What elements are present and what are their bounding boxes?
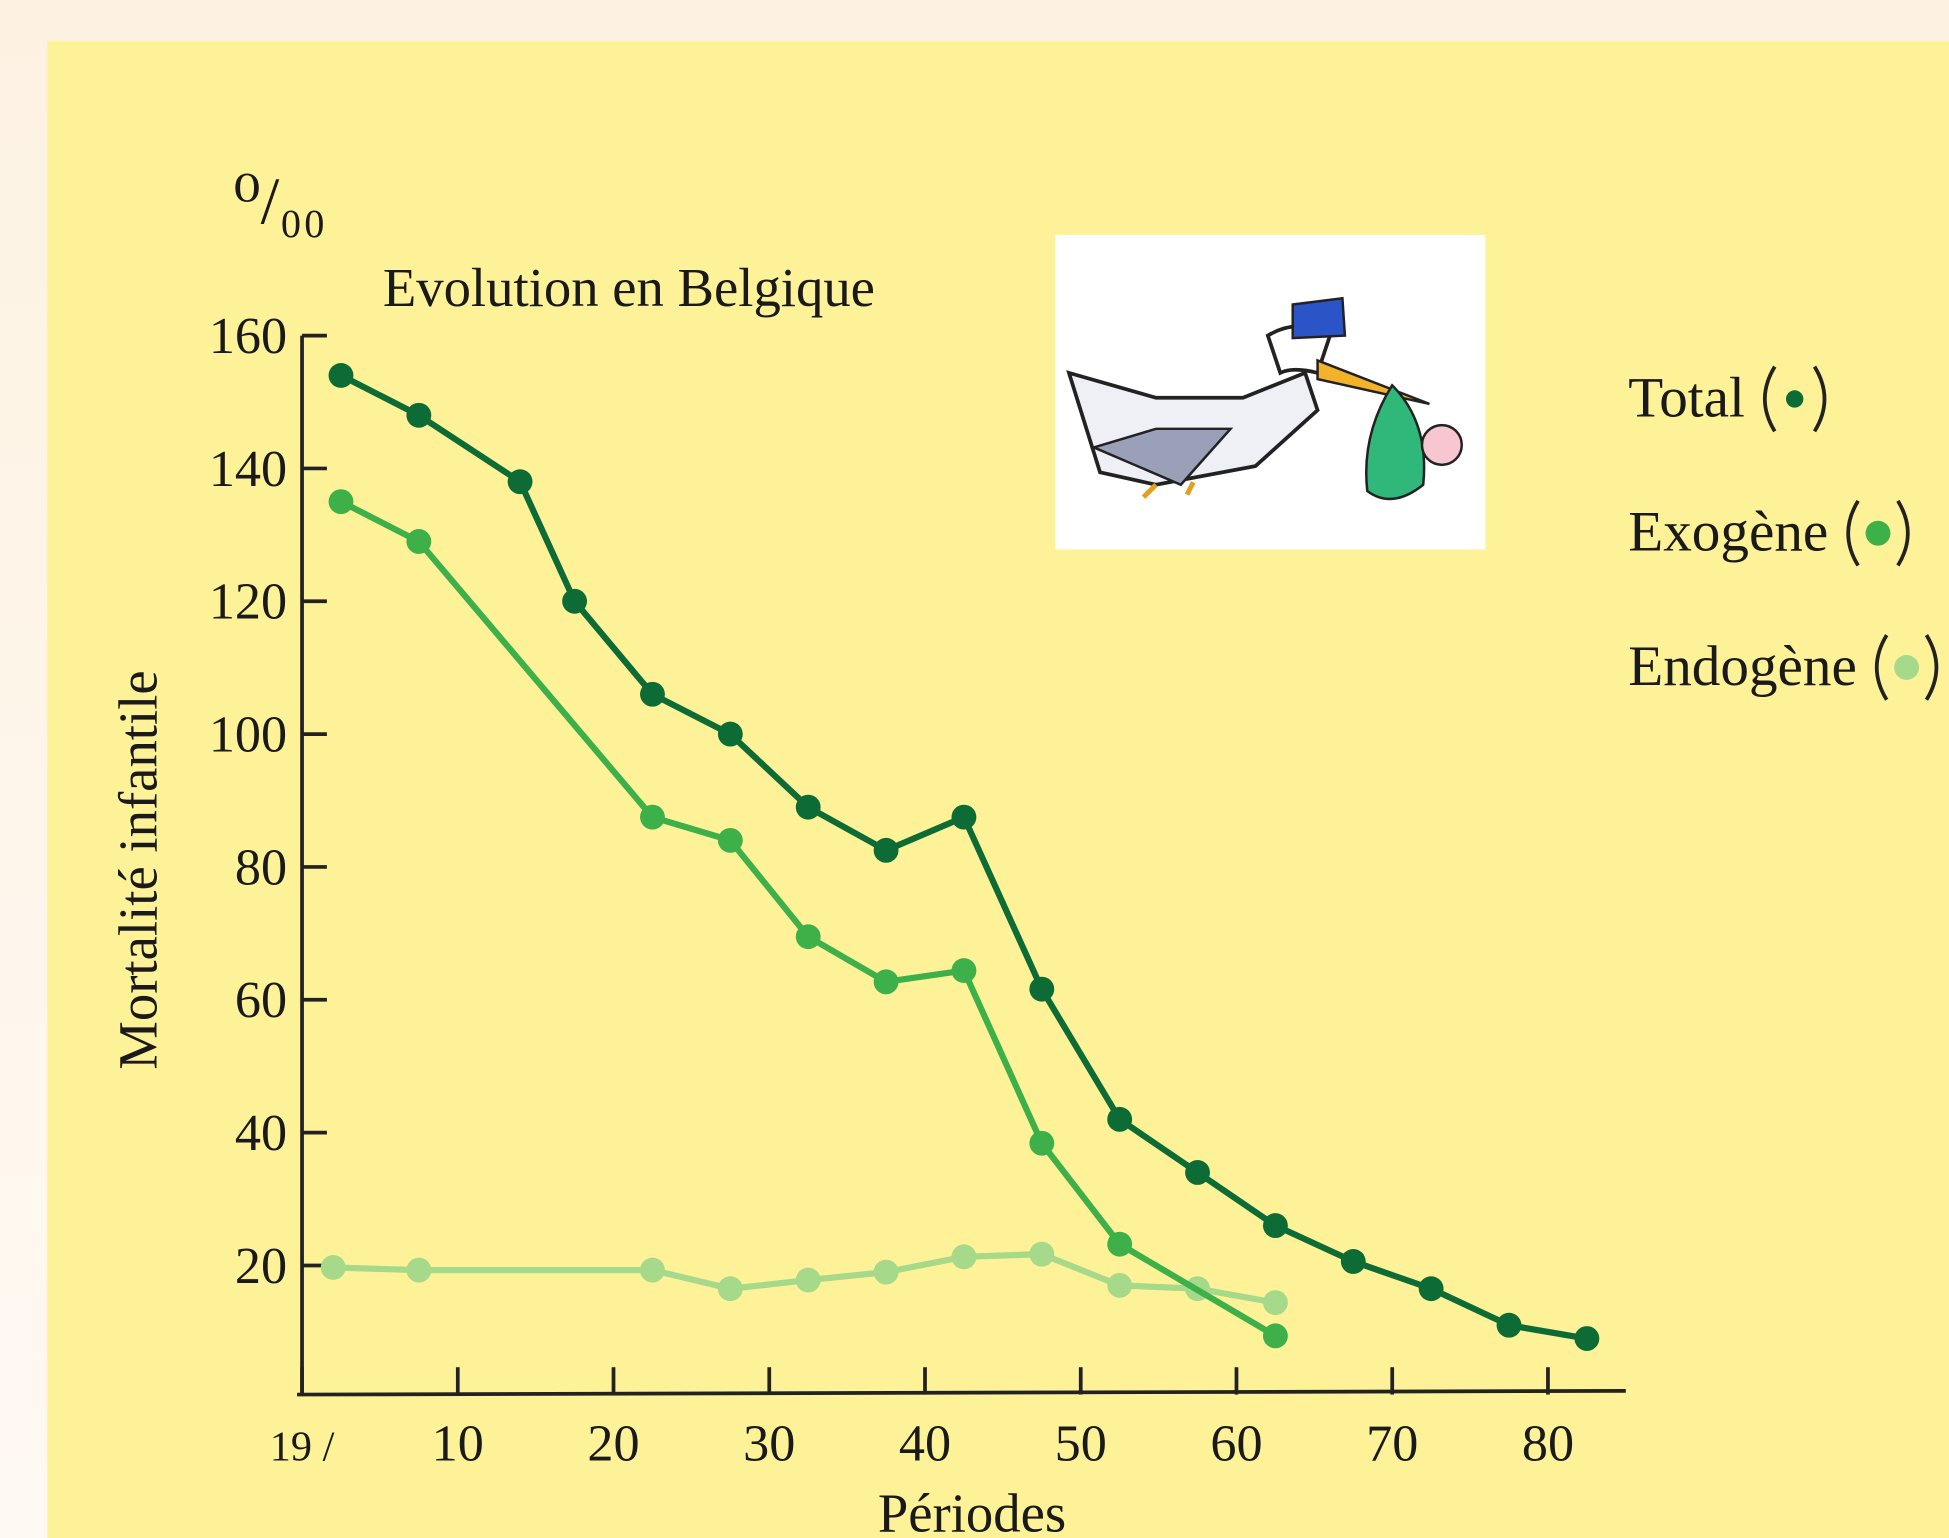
stork-image [1055,234,1486,550]
data-point [1029,976,1055,1002]
data-point [1185,1160,1210,1185]
data-point [951,804,977,830]
y-tick-label: 160 [209,307,287,365]
data-point [1029,1130,1055,1156]
y-tick-label: 100 [209,706,287,764]
legend-label: Total [1628,366,1745,429]
legend-marker [1894,655,1920,680]
y-tick-label: 140 [209,440,287,498]
data-point [507,469,533,495]
data-point [562,588,588,614]
data-point [1107,1272,1133,1298]
data-point [1574,1326,1600,1351]
chart-title: Evolution en Belgique [383,257,875,318]
x-tick-label: 20 [587,1414,639,1472]
data-point [406,402,432,428]
x-axis-label: Périodes [878,1482,1066,1538]
y-unit: ⁰/₀₀ [234,164,326,239]
data-point [1262,1213,1288,1239]
data-point [795,924,821,950]
x-tick-label: 40 [899,1414,951,1472]
y-tick-label: 40 [235,1104,287,1162]
data-point [406,529,432,554]
x-tick-label: 50 [1055,1414,1107,1472]
legend-marker [1865,520,1891,546]
data-point [873,969,899,995]
legend-paren [1924,634,1939,701]
panel [47,41,1949,1538]
y-tick-label: 20 [235,1237,287,1295]
x-tick-label: 80 [1522,1414,1574,1472]
data-point [640,804,665,830]
x-tick-label: 30 [743,1414,795,1472]
y-tick-label: 80 [235,838,287,896]
data-point [1029,1241,1055,1267]
data-point [1107,1106,1133,1132]
legend-paren [1812,365,1827,433]
x-tick-label: 70 [1366,1414,1418,1472]
x-tick-label: 10 [432,1414,484,1472]
data-point [640,681,665,707]
data-point [717,721,743,747]
data-point [951,958,977,983]
data-point [873,837,899,863]
data-point [951,1244,977,1270]
data-point [328,363,354,388]
data-point [795,794,821,820]
legend-marker [1785,390,1804,408]
data-point [873,1259,899,1285]
data-point [640,1257,665,1283]
data-point [717,1276,743,1302]
data-point [328,489,354,515]
series-line [339,498,1277,1339]
legend-label: Endogène [1628,635,1857,698]
data-point [406,1257,432,1283]
data-point [320,1255,346,1280]
data-point [1418,1276,1444,1302]
x-tick-label: 60 [1210,1414,1262,1472]
data-point [1262,1323,1288,1349]
y-axis-label: Mortalité infantile [108,670,169,1069]
data-point [795,1267,821,1293]
x-tick-label: 19 / [270,1423,335,1470]
data-point [1496,1312,1522,1338]
legend-paren [1875,634,1889,701]
legend-paren [1846,499,1860,567]
data-point [1107,1231,1133,1257]
legend-paren [1763,365,1777,433]
x-axis [297,1388,1626,1397]
legend-paren [1896,499,1910,567]
data-point [1262,1290,1288,1316]
y-tick-label: 60 [235,971,287,1029]
legend-label: Exogène [1628,501,1828,564]
y-tick-label: 120 [209,573,287,631]
data-point [1340,1249,1366,1274]
data-point [717,827,743,853]
